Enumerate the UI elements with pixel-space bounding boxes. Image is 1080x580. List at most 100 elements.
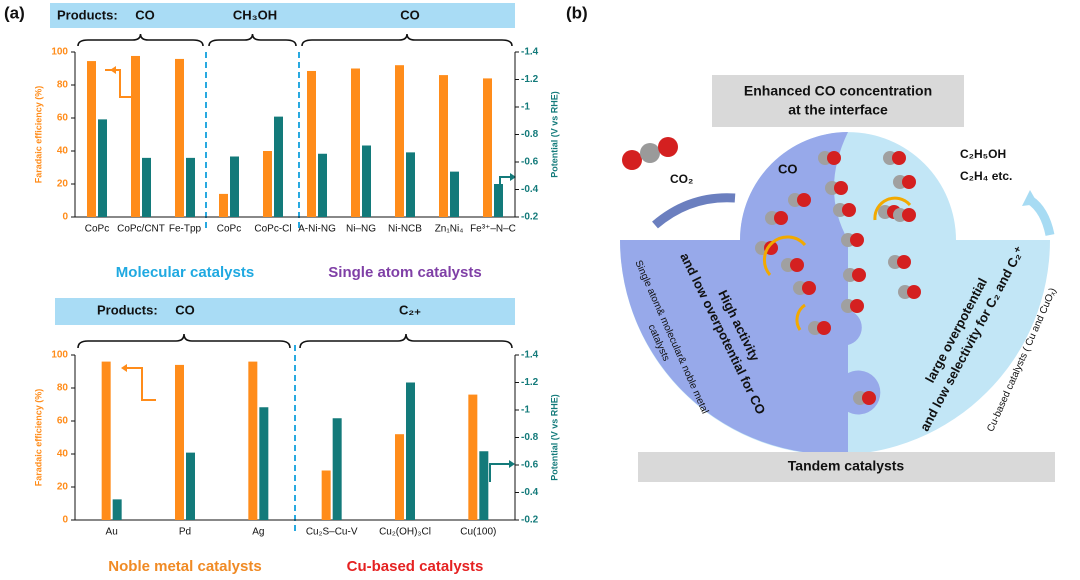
bar (321, 470, 331, 520)
panel-label: (b) (566, 3, 588, 22)
brace (77, 33, 204, 47)
axis-arrow (510, 173, 516, 181)
oxygen (902, 208, 916, 222)
bar (259, 407, 269, 520)
panel-label: (a) (4, 3, 25, 22)
bar (395, 434, 404, 520)
y2-axis-title: Potential (V vs RHE) (549, 91, 559, 178)
axis-arrow (121, 364, 127, 372)
group-label: Cu-based catalysts (347, 558, 484, 575)
y-tick-label: 20 (57, 179, 69, 190)
axis-arrow (489, 463, 510, 482)
y2-tick-label: -0.6 (521, 460, 539, 471)
brace (299, 333, 513, 349)
y2-tick-label: -0.6 (521, 157, 539, 168)
axis-arrow (110, 66, 116, 74)
y-tick-label: 100 (51, 350, 68, 361)
bar (494, 184, 503, 217)
bar (87, 61, 96, 218)
x-tick-label: A-Ni-NG (298, 224, 336, 235)
products-label: Products: (97, 302, 158, 317)
flow-arrow (652, 193, 736, 229)
y2-tick-label: -0.4 (521, 184, 539, 195)
oxygen (842, 203, 856, 217)
y2-tick-label: -1 (521, 102, 530, 113)
top-box-text: at the interface (788, 102, 888, 118)
cycle-arrow (873, 196, 912, 221)
bar (248, 361, 258, 520)
bar (186, 157, 195, 217)
top-box-text: Enhanced CO concentration (744, 83, 932, 99)
y2-axis-title: Potential (V vs RHE) (549, 394, 559, 481)
bar (483, 78, 492, 218)
product: CH₃OH (233, 7, 277, 22)
axis-arrow (509, 460, 515, 468)
bar (450, 171, 459, 217)
bar (351, 68, 360, 217)
brace (77, 333, 291, 349)
brace (301, 33, 513, 47)
oxygen (802, 281, 816, 295)
product-band (50, 3, 515, 28)
y2-tick-label: -0.4 (521, 487, 539, 498)
y-tick-label: 60 (57, 113, 69, 124)
bar (186, 452, 195, 520)
oxygen (902, 175, 916, 189)
bar (274, 116, 283, 217)
x-tick-label: Cu(100) (460, 527, 496, 538)
x-tick-label: Cu₂(OH)₃Cl (379, 527, 431, 538)
bottom-box (638, 452, 1055, 482)
oxygen (797, 193, 811, 207)
bar (112, 499, 122, 520)
co2-label: CO₂ (670, 172, 693, 186)
x-tick-label: CoPc (85, 224, 109, 235)
oxygen (892, 151, 906, 165)
oxygen (897, 255, 911, 269)
y-tick-label: 0 (62, 515, 68, 526)
y-axis-title: Faradaic efficiency (%) (33, 86, 43, 184)
group-label: Molecular catalysts (116, 264, 254, 281)
axis-arrow (125, 367, 156, 401)
oxygen (862, 391, 876, 405)
product: C₂₊ (399, 302, 421, 317)
brace (208, 33, 297, 47)
cycle-arrow (762, 235, 807, 276)
bottom-box-text: Tandem catalysts (788, 458, 905, 474)
x-tick-label: Ni-NCB (388, 224, 422, 235)
x-tick-label: Fe-Tpp (169, 224, 202, 235)
bar (439, 75, 448, 217)
y-axis-title: Faradaic efficiency (%) (33, 389, 43, 487)
y-tick-label: 40 (57, 449, 69, 460)
y2-tick-label: -1.2 (521, 377, 539, 388)
product-label: C₂H₅OH (960, 147, 1006, 161)
group-label: Single atom catalysts (328, 264, 481, 281)
bar (468, 394, 478, 520)
bar (131, 55, 140, 218)
product: CO (175, 302, 195, 317)
bar (175, 58, 184, 218)
y2-tick-label: -1.4 (521, 350, 539, 361)
oxygen (817, 321, 831, 335)
y-tick-label: 80 (57, 80, 69, 91)
y2-tick-label: -0.2 (521, 515, 539, 526)
products-label: Products: (57, 7, 118, 22)
bar (318, 153, 327, 217)
bar (230, 156, 239, 217)
oxygen (852, 268, 866, 282)
y-tick-label: 60 (57, 416, 69, 427)
flow-arrow (1027, 196, 1055, 236)
y2-tick-label: -1.4 (521, 47, 539, 58)
co-molecules (755, 151, 921, 405)
x-tick-label: CoPc/CNT (117, 224, 165, 235)
bar (142, 157, 151, 217)
bar (219, 193, 228, 217)
oxygen (834, 181, 848, 195)
bar (175, 364, 184, 520)
y2-tick-label: -0.8 (521, 432, 539, 443)
bar (479, 451, 489, 520)
bar (332, 418, 342, 520)
x-tick-label: Fe³⁺–N–C (470, 224, 516, 235)
oxygen (790, 258, 804, 272)
y-tick-label: 40 (57, 146, 69, 157)
bar (263, 151, 272, 217)
